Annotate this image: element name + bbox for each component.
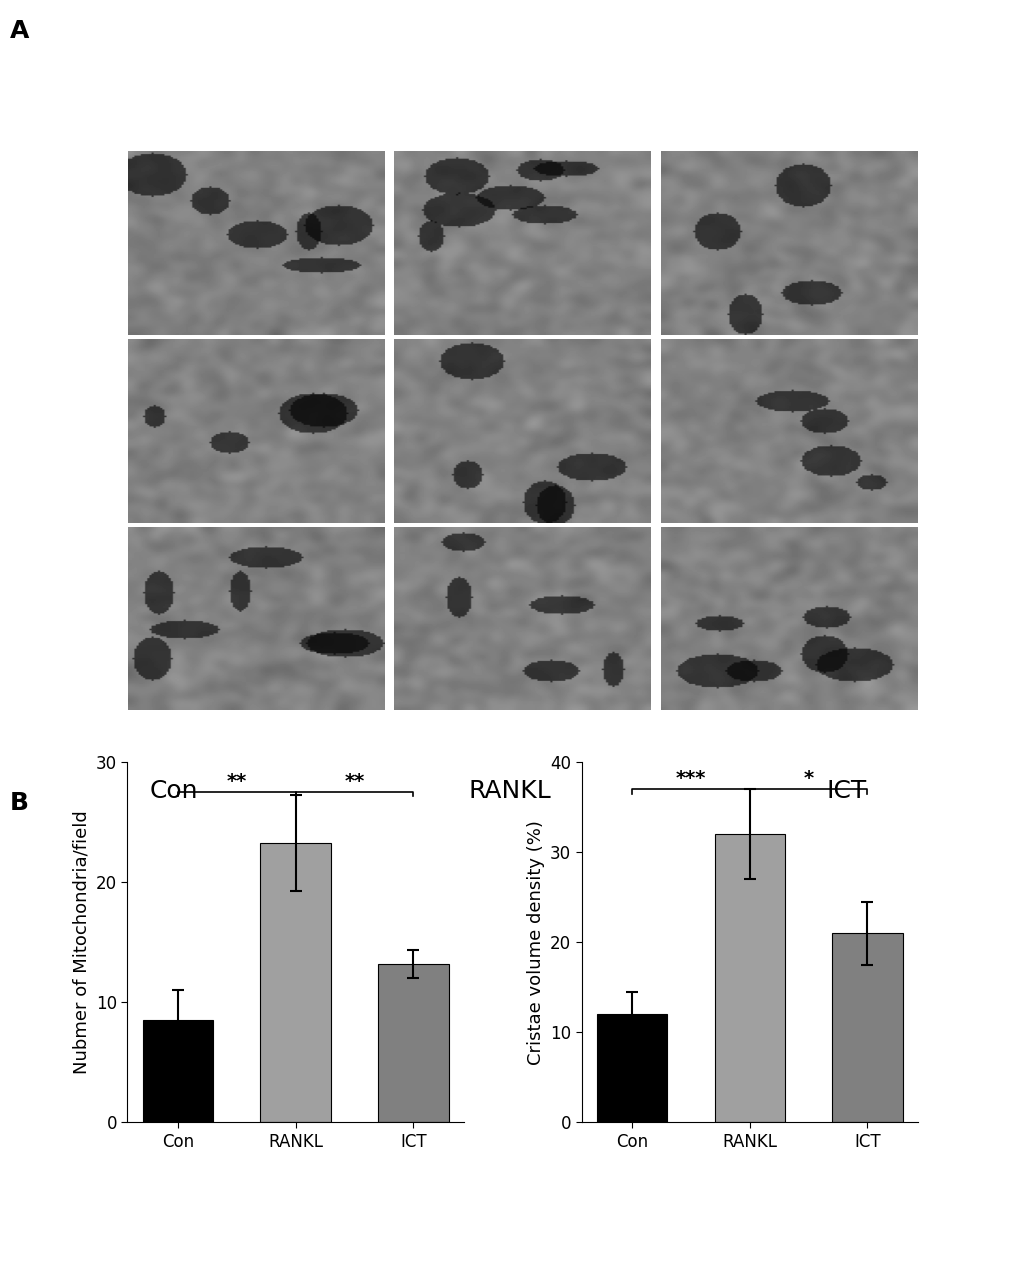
Text: ICT: ICT bbox=[825, 779, 866, 803]
Text: *: * bbox=[803, 769, 813, 788]
Text: Con: Con bbox=[149, 779, 198, 803]
Bar bbox=[832, 933, 902, 1122]
Text: **: ** bbox=[344, 772, 364, 791]
Bar bbox=[596, 1014, 666, 1122]
Bar bbox=[378, 963, 448, 1122]
Text: A: A bbox=[10, 19, 30, 43]
Text: RANKL: RANKL bbox=[468, 779, 551, 803]
Bar bbox=[260, 842, 330, 1122]
Y-axis label: Nubmer of Mitochondria/field: Nubmer of Mitochondria/field bbox=[72, 811, 91, 1074]
Text: B: B bbox=[10, 791, 30, 815]
Bar bbox=[143, 1020, 213, 1122]
Text: ***: *** bbox=[676, 769, 705, 788]
Bar bbox=[714, 835, 785, 1122]
Y-axis label: Cristae volume density (%): Cristae volume density (%) bbox=[526, 820, 544, 1064]
Text: **: ** bbox=[226, 772, 247, 791]
